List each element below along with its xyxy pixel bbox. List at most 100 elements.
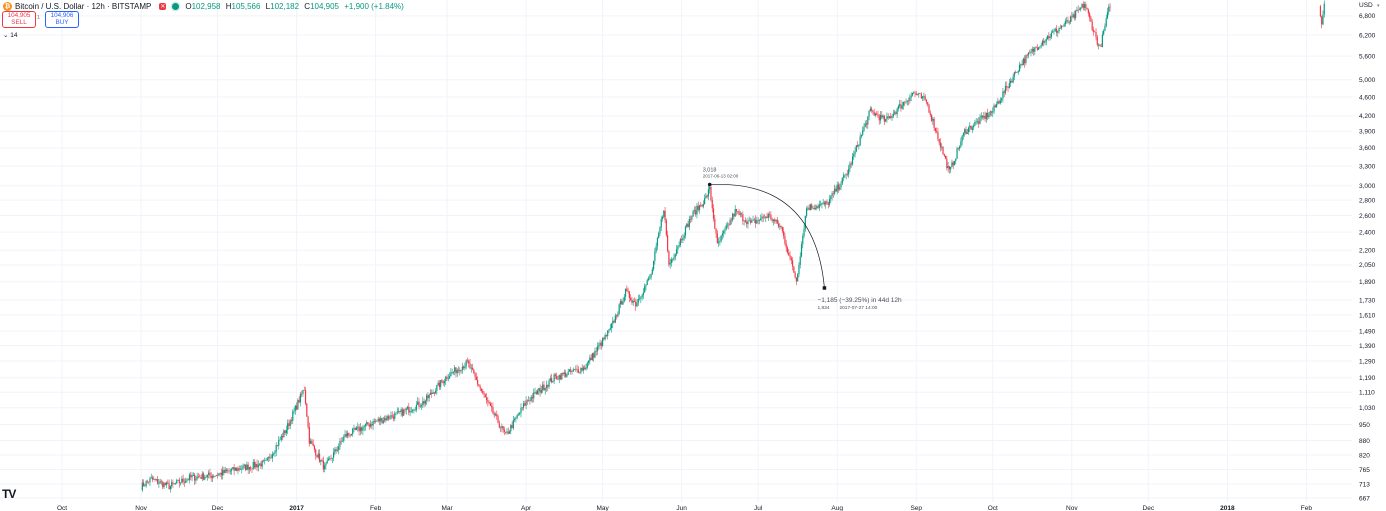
candle-body[interactable] xyxy=(975,121,977,123)
candle-body[interactable] xyxy=(363,426,365,428)
candle-body[interactable] xyxy=(488,402,490,404)
candle-body[interactable] xyxy=(799,256,801,265)
candle-body[interactable] xyxy=(970,125,972,130)
tradingview-logo-icon[interactable]: TV xyxy=(2,487,16,501)
candle-body[interactable] xyxy=(1025,55,1027,64)
candle-body[interactable] xyxy=(905,101,907,103)
candle-body[interactable] xyxy=(757,220,759,221)
candle-body[interactable] xyxy=(171,482,173,486)
candle-body[interactable] xyxy=(271,454,273,458)
candle-body[interactable] xyxy=(1046,35,1049,40)
candle-body[interactable] xyxy=(304,390,307,404)
sell-button[interactable]: 104,905 SELL xyxy=(2,11,36,28)
candle-body[interactable] xyxy=(598,345,600,347)
candle-body[interactable] xyxy=(556,375,558,380)
candle-body[interactable] xyxy=(463,366,465,369)
candle-body[interactable] xyxy=(199,476,201,478)
candle-body[interactable] xyxy=(800,244,803,257)
candle-body[interactable] xyxy=(590,357,592,361)
candle-body[interactable] xyxy=(693,210,695,212)
candle-body[interactable] xyxy=(587,360,590,363)
candle-body[interactable] xyxy=(948,166,950,170)
candle-body[interactable] xyxy=(758,220,761,222)
candle-body[interactable] xyxy=(452,372,455,373)
candle-body[interactable] xyxy=(780,225,782,228)
candle-body[interactable] xyxy=(336,449,338,451)
candle-body[interactable] xyxy=(350,434,353,436)
candle-body[interactable] xyxy=(418,401,420,407)
candle-body[interactable] xyxy=(980,115,982,118)
candle-body[interactable] xyxy=(596,346,599,352)
candle-body[interactable] xyxy=(1001,98,1003,101)
candle-body[interactable] xyxy=(654,251,656,261)
candle-body[interactable] xyxy=(506,431,508,433)
candle-body[interactable] xyxy=(777,223,780,227)
candle-body[interactable] xyxy=(420,405,423,407)
candle-body[interactable] xyxy=(497,416,499,424)
candle-body[interactable] xyxy=(874,113,877,116)
candle-body[interactable] xyxy=(549,378,551,381)
candle-body[interactable] xyxy=(831,193,833,197)
candle-body[interactable] xyxy=(417,401,419,405)
candle-body[interactable] xyxy=(834,188,836,194)
candle-body[interactable] xyxy=(623,296,625,302)
candle-body[interactable] xyxy=(969,125,971,128)
candle-body[interactable] xyxy=(602,338,604,346)
candle-body[interactable] xyxy=(484,394,486,398)
candle-body[interactable] xyxy=(355,427,358,430)
symbol-title[interactable]: Bitcoin / U.S. Dollar · 12h · BITSTAMP xyxy=(15,1,152,11)
candle-body[interactable] xyxy=(783,231,785,237)
candle-body[interactable] xyxy=(1087,9,1089,14)
candle-body[interactable] xyxy=(227,470,229,472)
candle-body[interactable] xyxy=(557,379,559,380)
candle-body[interactable] xyxy=(431,392,433,394)
candle-body[interactable] xyxy=(265,460,267,461)
candle-body[interactable] xyxy=(341,440,344,442)
candle-body[interactable] xyxy=(962,133,965,136)
candle-body[interactable] xyxy=(1007,87,1009,88)
annotation-start-point[interactable] xyxy=(707,182,712,187)
candle-body[interactable] xyxy=(950,167,952,170)
candle-body[interactable] xyxy=(1092,30,1095,32)
candle-body[interactable] xyxy=(749,220,752,223)
candle-body[interactable] xyxy=(976,121,979,122)
candle-body[interactable] xyxy=(753,219,755,221)
candle-body[interactable] xyxy=(317,453,319,458)
candle-body[interactable] xyxy=(998,101,1000,104)
candle-body[interactable] xyxy=(1010,80,1012,84)
candle-body[interactable] xyxy=(269,456,271,459)
candle-body[interactable] xyxy=(642,292,644,296)
candle-body[interactable] xyxy=(1053,31,1055,32)
candle-body[interactable] xyxy=(691,216,693,220)
candle-body[interactable] xyxy=(573,369,576,370)
candle-body[interactable] xyxy=(916,94,919,95)
candle-body[interactable] xyxy=(1036,47,1038,50)
candle-body[interactable] xyxy=(241,468,243,470)
candle-body[interactable] xyxy=(595,351,597,352)
candle-body[interactable] xyxy=(651,269,653,274)
candle-body[interactable] xyxy=(864,123,866,127)
candle-body[interactable] xyxy=(640,297,642,299)
candlestick-series[interactable] xyxy=(141,0,1325,493)
candle-body[interactable] xyxy=(581,368,583,371)
candle-body[interactable] xyxy=(469,363,471,369)
candle-body[interactable] xyxy=(725,225,727,230)
candle-body[interactable] xyxy=(302,390,304,394)
candle-body[interactable] xyxy=(628,291,630,298)
candle-body[interactable] xyxy=(683,235,685,238)
candle-body[interactable] xyxy=(658,233,660,239)
candle-body[interactable] xyxy=(561,372,563,380)
candle-body[interactable] xyxy=(888,116,891,118)
candle-body[interactable] xyxy=(450,372,452,377)
candle-body[interactable] xyxy=(811,204,813,209)
candle-body[interactable] xyxy=(502,426,504,430)
candle-body[interactable] xyxy=(181,478,183,483)
candle-body[interactable] xyxy=(330,458,332,459)
candle-body[interactable] xyxy=(589,357,591,361)
candle-body[interactable] xyxy=(918,93,920,95)
candle-body[interactable] xyxy=(562,372,564,375)
candle-body[interactable] xyxy=(219,472,221,474)
candle-body[interactable] xyxy=(910,95,912,98)
candle-body[interactable] xyxy=(253,461,256,468)
candle-body[interactable] xyxy=(368,424,370,427)
